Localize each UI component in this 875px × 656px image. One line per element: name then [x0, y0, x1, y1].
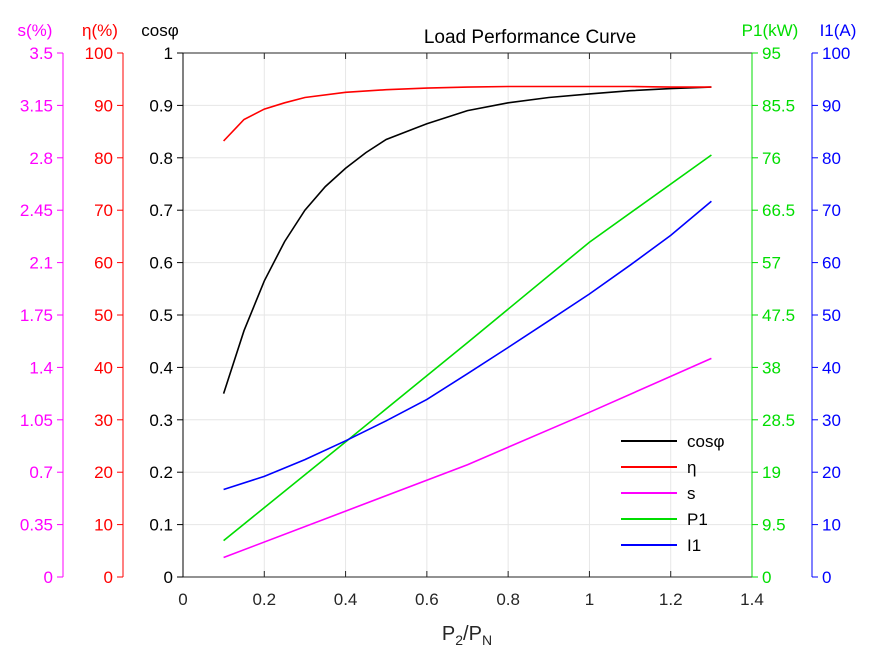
- i1-tick-label: 50: [822, 306, 841, 325]
- eta-tick-label: 90: [94, 96, 113, 115]
- series-line-s: [223, 357, 712, 559]
- cos-tick-label: 0.9: [149, 96, 173, 115]
- eta-tick-label: 10: [94, 516, 113, 535]
- series-line-eta: [223, 85, 712, 142]
- x-tick-label: 1: [585, 590, 594, 609]
- i1-tick-label: 70: [822, 201, 841, 220]
- grid-lines: [182, 52, 753, 578]
- legend: cosφ ηs P1 I1: [621, 432, 724, 555]
- s-tick-label: 2.45: [20, 201, 53, 220]
- cos-tick-label: 0.8: [149, 149, 173, 168]
- legend-label-cos: cosφ: [687, 432, 724, 451]
- p1-tick-label: 66.5: [762, 201, 795, 220]
- cos-axis-title: cosφ: [141, 21, 178, 40]
- p1-tick-label: 47.5: [762, 306, 795, 325]
- series-lines: [222, 85, 712, 559]
- cos-tick-label: 0.4: [149, 358, 173, 377]
- i1-tick-label: 20: [822, 463, 841, 482]
- p1-tick-label: 85.5: [762, 96, 795, 115]
- s-tick-label: 0.7: [29, 463, 53, 482]
- p1-tick-label: 76: [762, 149, 781, 168]
- cos-tick-label: 0.6: [149, 254, 173, 273]
- cos-tick-label: 0.7: [149, 201, 173, 220]
- s-tick-label: 0: [44, 568, 53, 587]
- eta-tick-label: 40: [94, 358, 113, 377]
- cos-tick-label: 0.1: [149, 516, 173, 535]
- x-tick-label: 0.2: [252, 590, 276, 609]
- s-tick-label: 2.1: [29, 254, 53, 273]
- eta-tick-label: 80: [94, 149, 113, 168]
- p1-tick-label: 95: [762, 44, 781, 63]
- p1-tick-label: 19: [762, 463, 781, 482]
- i1-tick-label: 60: [822, 254, 841, 273]
- i1-tick-label: 0: [822, 568, 831, 587]
- i1-tick-label: 10: [822, 516, 841, 535]
- axes: 0 0.2 0.4 0.6 0.8 1 1.2 1.4 0 0.35 0.7 1.05 1.4 1.75 2…: [18, 21, 857, 609]
- legend-label-p1: P1: [687, 510, 708, 529]
- cos-tick-label: 0: [164, 568, 173, 587]
- p1-axis-title: P1(kW): [742, 21, 799, 40]
- series-line-p1: [223, 154, 712, 542]
- i1-tick-label: 100: [822, 44, 850, 63]
- eta-tick-label: 0: [104, 568, 113, 587]
- eta-tick-label: 70: [94, 201, 113, 220]
- s-tick-label: 1.4: [29, 358, 53, 377]
- x-tick-label: 0: [178, 590, 187, 609]
- cos-tick-label: 0.3: [149, 411, 173, 430]
- i1-tick-label: 40: [822, 358, 841, 377]
- eta-tick-label: 30: [94, 411, 113, 430]
- i1-axis-title: I1(A): [820, 21, 857, 40]
- i1-tick-label: 80: [822, 149, 841, 168]
- eta-tick-label: 60: [94, 254, 113, 273]
- x-tick-label: 0.6: [415, 590, 439, 609]
- s-axis-title: s(%): [18, 21, 53, 40]
- s-tick-label: 3.15: [20, 96, 53, 115]
- x-axis-title: P2/PN: [442, 623, 492, 648]
- x-tick-label: 0.4: [334, 590, 358, 609]
- p1-tick-label: 28.5: [762, 411, 795, 430]
- p1-tick-label: 38: [762, 358, 781, 377]
- eta-tick-label: 100: [85, 44, 113, 63]
- s-tick-label: 0.35: [20, 516, 53, 535]
- eta-tick-label: 50: [94, 306, 113, 325]
- p1-tick-label: 9.5: [762, 516, 786, 535]
- x-axis-label: P2/PN: [442, 623, 492, 648]
- legend-label-s: s: [687, 484, 696, 503]
- p1-tick-label: 57: [762, 254, 781, 273]
- eta-axis-title: η(%): [82, 21, 118, 40]
- s-tick-label: 1.05: [20, 411, 53, 430]
- s-tick-label: 2.8: [29, 149, 53, 168]
- cos-tick-label: 1: [164, 44, 173, 63]
- eta-tick-label: 20: [94, 463, 113, 482]
- i1-tick-label: 90: [822, 96, 841, 115]
- series-line-cos: [222, 86, 712, 394]
- cos-tick-label: 0.2: [149, 463, 173, 482]
- legend-label-i1: I1: [687, 536, 701, 555]
- i1-tick-label: 30: [822, 411, 841, 430]
- x-tick-label: 1.2: [659, 590, 683, 609]
- x-tick-label: 1.4: [740, 590, 764, 609]
- legend-label-eta: η: [687, 458, 696, 477]
- series-line-i1: [223, 200, 712, 491]
- x-tick-label: 0.8: [496, 590, 520, 609]
- cos-tick-label: 0.5: [149, 306, 173, 325]
- p1-tick-label: 0: [762, 568, 771, 587]
- s-tick-label: 1.75: [20, 306, 53, 325]
- chart-title: Load Performance Curve: [424, 27, 636, 48]
- s-tick-label: 3.5: [29, 44, 53, 63]
